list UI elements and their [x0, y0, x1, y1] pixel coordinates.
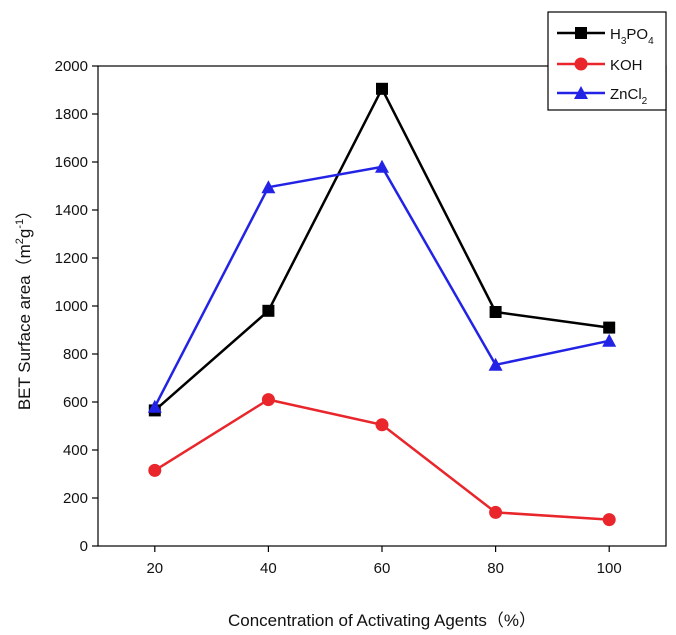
series-line-h3po4	[153, 87, 610, 412]
y-axis-title-sup1: 2	[14, 238, 26, 244]
legend-koh-label: KOH	[610, 57, 643, 74]
legend-h3po4-a: H	[610, 26, 621, 43]
data-point-zncl2	[375, 159, 389, 173]
data-point-zncl2	[261, 180, 276, 194]
y-tick-label: 1400	[55, 202, 88, 219]
data-point-h3po4	[262, 304, 275, 317]
legend: H3PO4 KOH ZnCl2	[547, 11, 667, 111]
data-point-h3po4	[376, 82, 388, 95]
series-line-koh	[154, 398, 610, 521]
data-point-koh	[489, 505, 503, 519]
legend-h3po4-sub1: 3	[621, 36, 627, 47]
data-point-koh	[602, 513, 616, 527]
y-axis-ticks: 0 200 400 600 800 1000 1200 1400 1600 1800 2000	[55, 58, 98, 555]
x-axis-title: Concentration of Activating Agents（%）	[228, 611, 536, 630]
y-tick-label: 1200	[55, 250, 88, 267]
y-axis-title-mid: g	[15, 229, 34, 238]
y-tick-label: 0	[80, 538, 88, 555]
y-tick-label: 2000	[55, 58, 88, 75]
legend-box	[547, 11, 667, 111]
y-tick-label: 1800	[55, 106, 88, 123]
y-tick-label: 200	[63, 490, 88, 507]
legend-h3po4-label: H3PO4	[610, 26, 654, 47]
x-tick-label: 40	[260, 560, 277, 577]
plot-area	[97, 65, 667, 547]
y-axis-title-group: BET Surface area（m2g-1）	[14, 202, 34, 410]
y-tick-label: 400	[63, 442, 88, 459]
y-tick-label: 600	[63, 394, 88, 411]
series-layer	[147, 82, 617, 527]
legend-h3po4-b: PO	[626, 26, 648, 43]
y-axis-title-sup2: -1	[14, 219, 26, 229]
data-point-zncl2	[147, 399, 162, 413]
x-tick-label: 100	[597, 560, 622, 577]
legend-h3po4-marker	[575, 27, 587, 39]
data-point-zncl2	[488, 357, 503, 371]
y-axis-title-main: BET Surface area（m	[15, 244, 34, 410]
legend-zncl2-sub1: 2	[642, 96, 648, 107]
y-tick-label: 1000	[55, 298, 88, 315]
series-line-zncl2	[153, 165, 610, 408]
y-tick-label: 800	[63, 346, 88, 363]
data-point-zncl2	[602, 333, 617, 347]
data-point-h3po4	[489, 306, 502, 318]
x-tick-label: 60	[374, 560, 391, 577]
y-axis-title: BET Surface area（m2g-1）	[14, 202, 34, 410]
x-tick-label: 20	[146, 560, 163, 577]
legend-zncl2-label: ZnCl2	[610, 86, 648, 107]
legend-koh-marker	[574, 57, 588, 71]
legend-h3po4-sub2: 4	[648, 36, 654, 47]
x-axis-ticks: 20 40 60 80 100	[146, 546, 622, 577]
data-point-h3po4	[603, 321, 616, 334]
data-point-koh	[261, 393, 275, 407]
legend-zncl2-marker	[574, 86, 588, 99]
data-point-koh	[375, 418, 389, 432]
legend-zncl2-a: ZnCl	[610, 86, 642, 103]
y-axis-title-end: ）	[15, 202, 34, 219]
y-tick-label: 1600	[55, 154, 88, 171]
data-point-koh	[148, 463, 162, 477]
x-tick-label: 80	[487, 560, 504, 577]
